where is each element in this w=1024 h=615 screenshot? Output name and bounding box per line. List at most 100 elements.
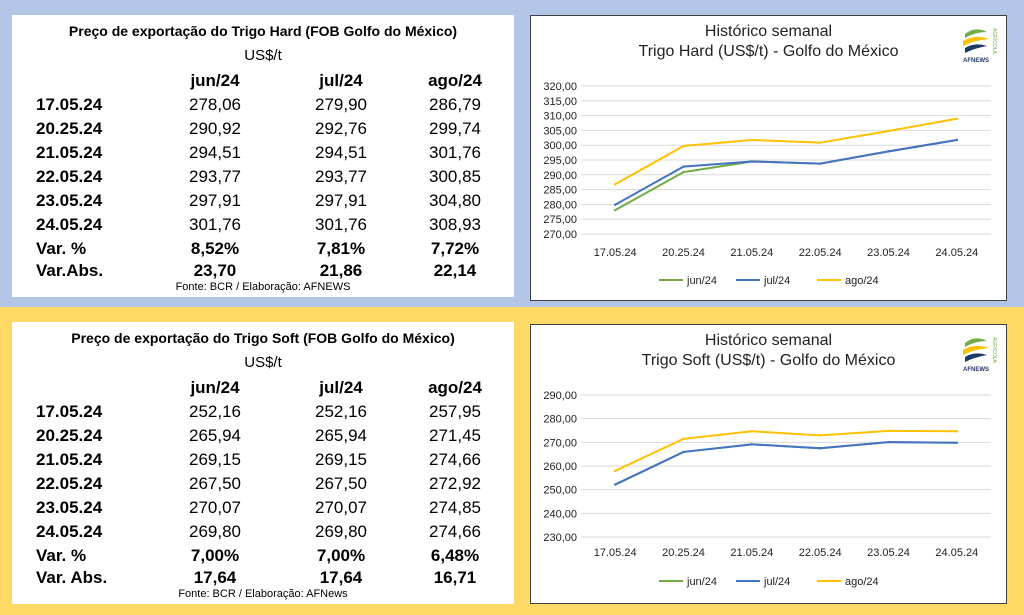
cell-ago: 300,85	[429, 167, 481, 186]
x-tick-label: 20.25.24	[662, 547, 705, 559]
series-line-ago-24	[614, 429, 957, 472]
row-label: 21.05.24	[36, 450, 103, 469]
cell-jul: 301,76	[315, 215, 367, 234]
row-label: 17.05.24	[36, 402, 103, 421]
data-point	[887, 129, 890, 133]
x-tick-label: 22.05.24	[799, 547, 842, 559]
table-row-var-abs: Var.Abs. 23,70 21,86 22,14	[12, 261, 514, 285]
data-point	[750, 138, 754, 142]
data-point	[818, 162, 822, 165]
cell-jun: 7,00%	[190, 546, 240, 565]
cell-jun: 297,91	[189, 191, 241, 210]
table-row-var-pct: Var. % 8,52% 7,81% 7,72%	[12, 239, 514, 263]
cell-jul: 270,07	[315, 498, 367, 517]
data-point	[682, 144, 685, 148]
data-point	[682, 437, 685, 441]
data-point	[613, 183, 617, 186]
table-row: 17.05.24 252,16 252,16 257,95	[12, 402, 514, 426]
hard-chart-plot: 270,00 275,00 280,00 285,00 290,00 295,00 300,…	[543, 81, 991, 287]
cell-ago: 271,45	[429, 426, 481, 445]
cell-ago: 301,76	[429, 143, 481, 162]
y-tick-label: 280,00	[543, 414, 577, 426]
y-tick-label: 275,00	[543, 214, 577, 226]
legend-label: jun/24	[686, 576, 717, 588]
cell-ago: 299,74	[429, 119, 481, 138]
cell-jul: 252,16	[315, 402, 367, 421]
data-point	[613, 469, 617, 473]
y-tick-label: 285,00	[543, 185, 577, 197]
data-point	[887, 429, 890, 433]
cell-ago: 22,14	[433, 261, 477, 280]
data-point	[613, 208, 617, 212]
hard-header-jun: jun/24	[190, 71, 240, 90]
y-tick-label: 290,00	[543, 170, 577, 182]
data-point	[955, 138, 959, 142]
cell-ago: 304,80	[429, 191, 481, 210]
table-row: 24.05.24 301,76 301,76 308,93	[12, 215, 514, 239]
hard-header-jul: jul/24	[319, 71, 363, 90]
cell-ago: 286,79	[429, 95, 481, 114]
table-row: 23.05.24 270,07 270,07 274,85	[12, 498, 514, 522]
soft-header-jun: jun/24	[190, 378, 240, 397]
data-point	[955, 441, 959, 445]
x-tick-label: 17.05.24	[594, 247, 637, 259]
hard-table-source: Fonte: BCR / Elaboração: AFNEWS	[175, 281, 351, 293]
logo-text: AFNEWS	[963, 58, 989, 64]
y-tick-label: 240,00	[543, 508, 577, 520]
chart-title: Histórico semanal	[704, 23, 833, 40]
cell-jul: 7,81%	[316, 239, 366, 258]
x-tick-label: 20.25.24	[662, 247, 705, 259]
cell-jun: 267,50	[189, 474, 241, 493]
soft-chart-plot: 230,00 240,00 250,00 260,00 270,00 280,00 290,…	[543, 390, 991, 588]
soft-table-unit: US$/t	[244, 354, 282, 371]
soft-table-source: Fonte: BCR / Elaboração: AFNews	[178, 588, 348, 600]
cell-jun: 269,15	[189, 450, 241, 469]
data-point	[682, 450, 685, 454]
data-point	[750, 430, 754, 433]
y-tick-label: 270,00	[543, 229, 577, 241]
cell-ago: 257,95	[429, 402, 481, 421]
y-tick-label: 305,00	[543, 125, 577, 137]
hard-header-ago: ago/24	[428, 71, 482, 90]
cell-jun: 294,51	[189, 143, 241, 162]
y-tick-label: 320,00	[543, 81, 577, 93]
series-line-jul-24	[614, 139, 957, 206]
logo-side-text: AGRÍCOLA	[991, 28, 997, 54]
y-tick-label: 300,00	[543, 140, 577, 152]
x-tick-label: 23.05.24	[867, 547, 910, 559]
cell-jul: 279,90	[315, 95, 367, 114]
table-row: 24.05.24 269,80 269,80 274,66	[12, 522, 514, 546]
afnews-logo-icon	[963, 338, 989, 362]
row-label: 21.05.24	[36, 143, 103, 162]
logo-text: AFNEWS	[963, 367, 989, 373]
cell-ago: 7,72%	[430, 239, 480, 258]
cell-jun: 17,64	[193, 568, 237, 587]
data-point	[818, 141, 822, 144]
cell-jul: 17,64	[319, 568, 363, 587]
cell-jul: 293,77	[315, 167, 367, 186]
cell-jun: 270,07	[189, 498, 241, 517]
table-row: 21.05.24 294,51 294,51 301,76	[12, 143, 514, 167]
cell-jun: 8,52%	[190, 239, 240, 258]
row-label: 20.25.24	[36, 119, 103, 138]
y-tick-label: 260,00	[543, 461, 577, 473]
cell-jun: 278,06	[189, 95, 241, 114]
row-label: Var. %	[36, 546, 87, 565]
x-tick-label: 21.05.24	[730, 547, 773, 559]
cell-jun: 269,80	[189, 522, 241, 541]
cell-jun: 301,76	[189, 215, 241, 234]
chart-subtitle: Trigo Hard (US$/t) - Golfo do México	[638, 43, 899, 60]
data-point	[613, 203, 617, 206]
y-tick-label: 310,00	[543, 111, 577, 123]
hard-table-unit: US$/t	[244, 47, 282, 64]
cell-jul: 292,76	[315, 119, 367, 138]
cell-jul: 269,80	[315, 522, 367, 541]
row-label: 24.05.24	[36, 215, 103, 234]
x-tick-label: 24.05.24	[935, 247, 978, 259]
legend-label: jul/24	[763, 275, 790, 287]
hard-weekly-chart: Histórico semanal Trigo Hard (US$/t) - G…	[530, 15, 1007, 301]
row-label: 24.05.24	[36, 522, 103, 541]
row-label: 23.05.24	[36, 191, 103, 210]
row-label: 17.05.24	[36, 95, 103, 114]
table-row: 22.05.24 267,50 267,50 272,92	[12, 474, 514, 498]
